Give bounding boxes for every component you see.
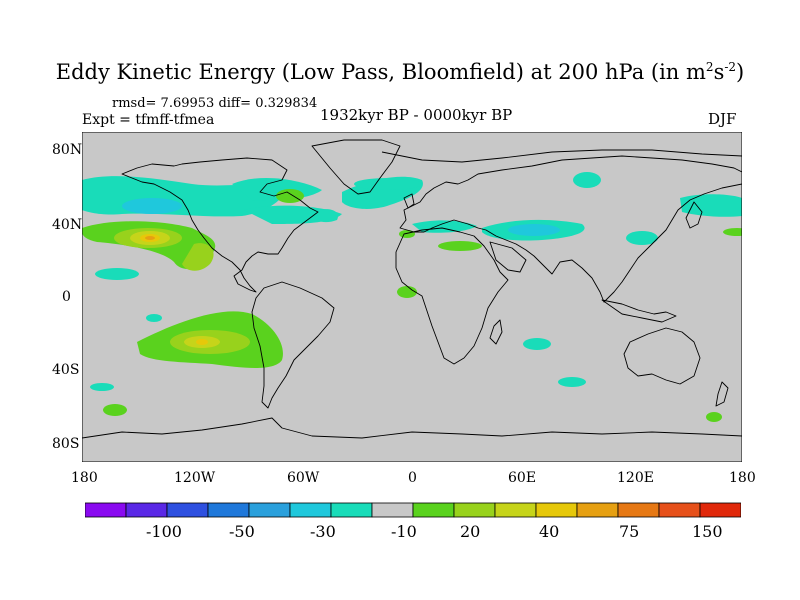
colorbar-box [699, 502, 741, 518]
world-map [82, 132, 742, 462]
china-neg [626, 231, 658, 245]
africa-positive [438, 241, 482, 251]
colorbar-label: 40 [539, 522, 560, 541]
coast-south-america [251, 281, 335, 409]
coast-arctic [381, 149, 742, 163]
plot-title: Eddy Kinetic Energy (Low Pass, Bloomfiel… [55, 60, 745, 84]
colorbar-label: 20 [460, 522, 481, 541]
coastlines [82, 139, 742, 439]
coast-japan [685, 201, 703, 229]
colorbar-box [330, 502, 373, 518]
colorbar-box [617, 502, 660, 518]
lon-label-120e: 120E [617, 470, 654, 486]
southern-ocean-neg [90, 383, 114, 391]
period-label: 1932kyr BP - 0000kyr BP [320, 106, 513, 124]
japan-neg [680, 194, 742, 217]
lon-label-60w: 60W [287, 470, 320, 486]
field-shading [82, 172, 742, 422]
south-pacific-neg [146, 314, 162, 322]
colorbar-label: -100 [146, 522, 182, 541]
west-africa-pos [397, 286, 417, 298]
lon-label-180e: 180 [729, 470, 756, 486]
coast-new-zealand [715, 381, 729, 407]
colorbar-box [535, 502, 578, 518]
colorbar-box [248, 502, 291, 518]
coast-uk [403, 193, 415, 209]
south-indian-neg [558, 377, 586, 387]
colorbar-label: -30 [310, 522, 336, 541]
colorbar-box [166, 502, 209, 518]
southern-ocean-pos [103, 404, 127, 416]
tropical-pacific-neg [95, 268, 139, 280]
colorbar-box [453, 502, 496, 518]
south-pacific-peak [196, 339, 208, 345]
north-pacific-core [122, 198, 182, 214]
colorbar-box [371, 502, 414, 518]
lon-label-120w: 120W [174, 470, 216, 486]
colorbar-box [576, 502, 619, 518]
pacific-positive-top [145, 236, 155, 240]
siberia-neg [573, 172, 601, 188]
indian-ocean-neg [523, 338, 551, 350]
stats-label: rmsd= 7.69953 diff= 0.329834 [112, 96, 318, 111]
coast-indonesia [601, 299, 677, 323]
colorbar-box [412, 502, 455, 518]
coast-arabia [489, 241, 527, 273]
lon-label-60e: 60E [508, 470, 537, 486]
atlantic-small-neg [312, 209, 338, 223]
north-atlantic-green [276, 189, 304, 203]
colorbar-box [494, 502, 537, 518]
experiment-label: Expt = tfmff-tfmea [82, 112, 215, 128]
lon-label-0: 0 [408, 470, 417, 486]
colorbar-box [125, 502, 168, 518]
colorbar-box [85, 502, 127, 518]
tasman-pos [706, 412, 722, 422]
coast-australia [623, 327, 701, 385]
eurasian-jet-core [508, 224, 560, 236]
colorbar [85, 502, 741, 518]
lat-label-80n: 80N [52, 142, 83, 158]
coast-antarctica [82, 417, 742, 439]
colorbar-label: -50 [229, 522, 255, 541]
colorbar-label: -10 [391, 522, 417, 541]
greenland-neg [354, 178, 422, 190]
coast-greenland [311, 139, 401, 195]
lat-label-40n: 40N [52, 217, 83, 233]
coast-eurasia [399, 155, 742, 303]
colorbar-label: 150 [692, 522, 723, 541]
east-pacific-pos [723, 228, 742, 236]
mexico-tail [182, 243, 214, 271]
coast-madagascar [489, 319, 503, 345]
lat-label-40s: 40S [52, 362, 80, 378]
colorbar-box [289, 502, 332, 518]
season-label: DJF [708, 110, 737, 128]
lat-label-0: 0 [62, 289, 71, 305]
lon-label-180w: 180 [71, 470, 98, 486]
coast-north-america [121, 157, 319, 293]
colorbar-box [658, 502, 701, 518]
colorbar-box [207, 502, 250, 518]
coast-africa [395, 227, 509, 365]
lat-label-80s: 80S [52, 436, 80, 452]
colorbar-label: 75 [619, 522, 640, 541]
